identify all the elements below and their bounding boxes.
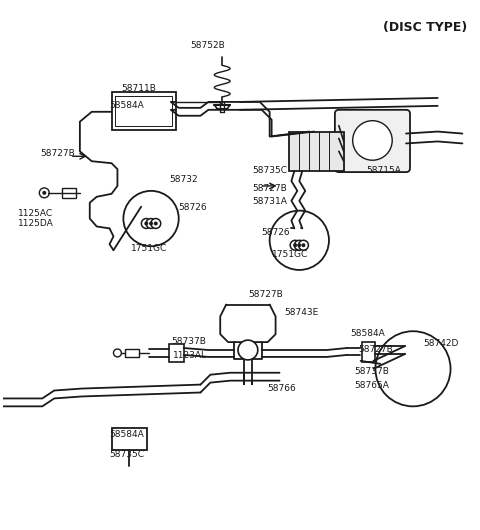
Text: 58584A: 58584A [109, 101, 144, 110]
Text: 58726: 58726 [179, 203, 207, 211]
Text: 58711B: 58711B [121, 84, 156, 93]
Bar [361, 342, 375, 362]
Text: 58727B: 58727B [359, 345, 394, 354]
Circle shape [154, 222, 158, 225]
Text: 58766: 58766 [268, 384, 297, 393]
Text: 1751GC: 1751GC [131, 244, 168, 253]
Circle shape [238, 340, 258, 360]
Bar [111, 428, 147, 450]
Circle shape [146, 218, 156, 228]
Text: 58737B: 58737B [171, 337, 206, 346]
Circle shape [297, 243, 301, 247]
Circle shape [144, 222, 148, 225]
Text: 58715A: 58715A [367, 166, 401, 175]
Text: 1751GC: 1751GC [272, 250, 308, 259]
Circle shape [294, 240, 304, 250]
Text: 58735C: 58735C [252, 166, 287, 175]
FancyBboxPatch shape [335, 110, 410, 172]
Text: 58584A: 58584A [351, 329, 385, 338]
Bar [289, 131, 344, 171]
Text: 58727B: 58727B [248, 290, 283, 299]
Bar [169, 344, 184, 362]
Circle shape [301, 243, 305, 247]
Text: 58752B: 58752B [191, 41, 225, 50]
Text: 1123AL: 1123AL [173, 351, 207, 360]
Text: 58743E: 58743E [285, 307, 319, 316]
Text: 58584A: 58584A [109, 430, 144, 439]
Circle shape [293, 243, 297, 247]
Text: 58727B: 58727B [252, 184, 287, 193]
Text: 58742D: 58742D [423, 339, 458, 348]
Circle shape [353, 121, 392, 160]
Circle shape [151, 218, 161, 228]
Bar [125, 349, 139, 357]
Bar [111, 92, 176, 130]
Circle shape [149, 222, 153, 225]
Text: 58732: 58732 [169, 175, 197, 184]
Text: 58735C: 58735C [109, 450, 144, 459]
Text: 58731A: 58731A [252, 197, 287, 206]
Circle shape [42, 191, 46, 195]
Circle shape [141, 218, 151, 228]
Text: 58727B: 58727B [40, 149, 75, 158]
Text: 1125DA: 1125DA [18, 218, 53, 227]
Text: (DISC TYPE): (DISC TYPE) [383, 21, 468, 34]
Text: 58726: 58726 [262, 228, 290, 237]
Text: 1125AC: 1125AC [18, 209, 53, 218]
Text: 58765A: 58765A [355, 381, 390, 390]
Circle shape [290, 240, 300, 250]
Text: 58737B: 58737B [355, 367, 390, 376]
Bar [62, 188, 76, 198]
Circle shape [299, 240, 308, 250]
